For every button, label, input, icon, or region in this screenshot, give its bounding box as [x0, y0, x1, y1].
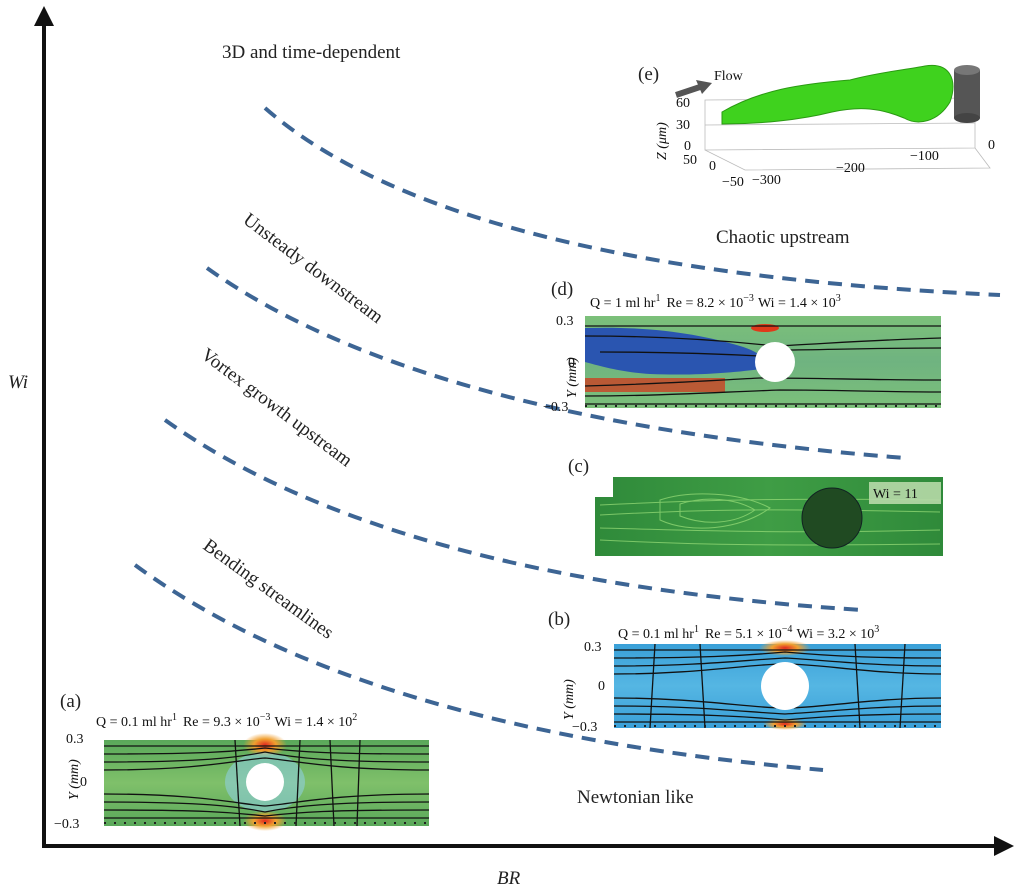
- panel-d-y-axis-label: Y (mm): [565, 357, 580, 398]
- boundary-time-dependent: [263, 106, 1001, 297]
- panel-e-flow-label: Flow: [714, 69, 744, 84]
- panel-e-x-tick-100: −100: [910, 149, 939, 164]
- panel-d: (d) Q = 1 ml hr1 Re = 8.2 × 10−3 Wi = 1.4 …: [543, 279, 942, 415]
- panel-d-tick-bottom: −0.3: [543, 400, 568, 415]
- panel-a-tick-bottom: −0.3: [54, 817, 79, 832]
- panel-c: (c) Wi = 11: [568, 456, 943, 556]
- label-time-dependent: 3D and time-dependent: [222, 42, 401, 63]
- panel-e-z-tick-top: 60: [676, 96, 690, 111]
- panel-b-cylinder: [761, 662, 809, 710]
- panel-b-tick-top: 0.3: [584, 640, 602, 655]
- panel-c-tag: (c): [568, 456, 589, 477]
- x-axis-arrowhead: [994, 836, 1014, 856]
- panel-d-tick-mid: 0: [568, 356, 575, 371]
- panel-e-x-tick-0: 0: [988, 138, 995, 153]
- panel-d-vortex: [585, 327, 768, 375]
- panel-b-y-axis-label: Y (mm): [562, 679, 577, 720]
- panel-e-y-tick-0: 0: [709, 159, 716, 174]
- panel-b-hotspot-top: [759, 640, 811, 656]
- panel-e-flow-arrow: [675, 80, 712, 98]
- y-axis-arrowhead: [34, 6, 54, 26]
- x-axis-label: BR: [497, 868, 521, 888]
- panel-a-streamlines: [103, 739, 430, 827]
- panel-e: (e) Flow 60 30 0 Z (μm) 0 −100 −200 −300…: [638, 64, 995, 190]
- label-vortex-growth: Vortex growth upstream: [197, 344, 356, 471]
- panel-e-z-axis-label: Z (μm): [655, 122, 670, 160]
- panel-e-tag: (e): [638, 64, 659, 85]
- panel-a-hotspot-bottom: [243, 811, 287, 831]
- regime-boundaries: [133, 106, 1001, 772]
- panel-c-wi: Wi = 11: [873, 487, 918, 502]
- boundary-unsteady: [205, 266, 906, 460]
- panel-b-tick-bottom: −0.3: [572, 720, 597, 735]
- label-chaotic-upstream: Chaotic upstream: [716, 227, 850, 248]
- panel-b-tag: (b): [548, 609, 570, 630]
- main-axes: Wi BR: [8, 6, 1014, 888]
- panel-a-params: Q = 0.1 ml hr1 Re = 9.3 × 10−3 Wi = 1.4 × …: [96, 712, 357, 730]
- panel-d-cylinder: [755, 342, 795, 382]
- panel-b: (b) Q = 0.1 ml hr1 Re = 5.1 × 10−4 Wi = 3.…: [548, 609, 942, 735]
- panel-a-cylinder: [246, 763, 284, 801]
- panel-d-tick-top: 0.3: [556, 314, 574, 329]
- panel-d-hotspot-top: [751, 324, 779, 332]
- panel-e-z-tick-mid: 30: [676, 118, 690, 133]
- panel-e-y-tick-neg50: −50: [722, 175, 744, 190]
- panel-a-tick-top: 0.3: [66, 732, 84, 747]
- panel-a-y-axis-label: Y (mm): [67, 759, 82, 800]
- panel-e-cylinder: [954, 65, 980, 123]
- panel-e-isosurface: [721, 64, 954, 125]
- panel-b-params: Q = 0.1 ml hr1 Re = 5.1 × 10−4 Wi = 3.2 × …: [618, 624, 879, 642]
- panel-e-x-tick-300: −300: [752, 173, 781, 188]
- panel-a: (a) Q = 0.1 ml hr1 Re = 9.3 × 10−3 Wi = 1.…: [54, 691, 430, 832]
- panel-e-z-tick-bottom: 0: [684, 139, 691, 154]
- panel-a-tag: (a): [60, 691, 81, 712]
- panel-d-tag: (d): [551, 279, 573, 300]
- panel-a-hotspot-top: [243, 733, 287, 757]
- boundary-vortex: [163, 418, 863, 612]
- panel-d-params: Q = 1 ml hr1 Re = 8.2 × 10−3 Wi = 1.4 × 10…: [590, 293, 841, 311]
- panel-e-x-tick-200: −200: [836, 161, 865, 176]
- panel-a-tick-mid: 0: [80, 775, 87, 790]
- boundary-bending: [133, 563, 824, 772]
- panel-e-y-tick-50: 50: [683, 153, 697, 168]
- label-bending-streamlines: Bending streamlines: [199, 535, 337, 643]
- panel-c-label-box: [869, 482, 941, 504]
- label-newtonian-like: Newtonian like: [577, 787, 694, 808]
- panel-b-tick-mid: 0: [598, 679, 605, 694]
- panel-c-cylinder: [801, 487, 863, 549]
- panel-d-streamlines: [584, 325, 942, 405]
- y-axis-label: Wi: [8, 372, 28, 393]
- label-unsteady-downstream: Unsteady downstream: [239, 209, 387, 328]
